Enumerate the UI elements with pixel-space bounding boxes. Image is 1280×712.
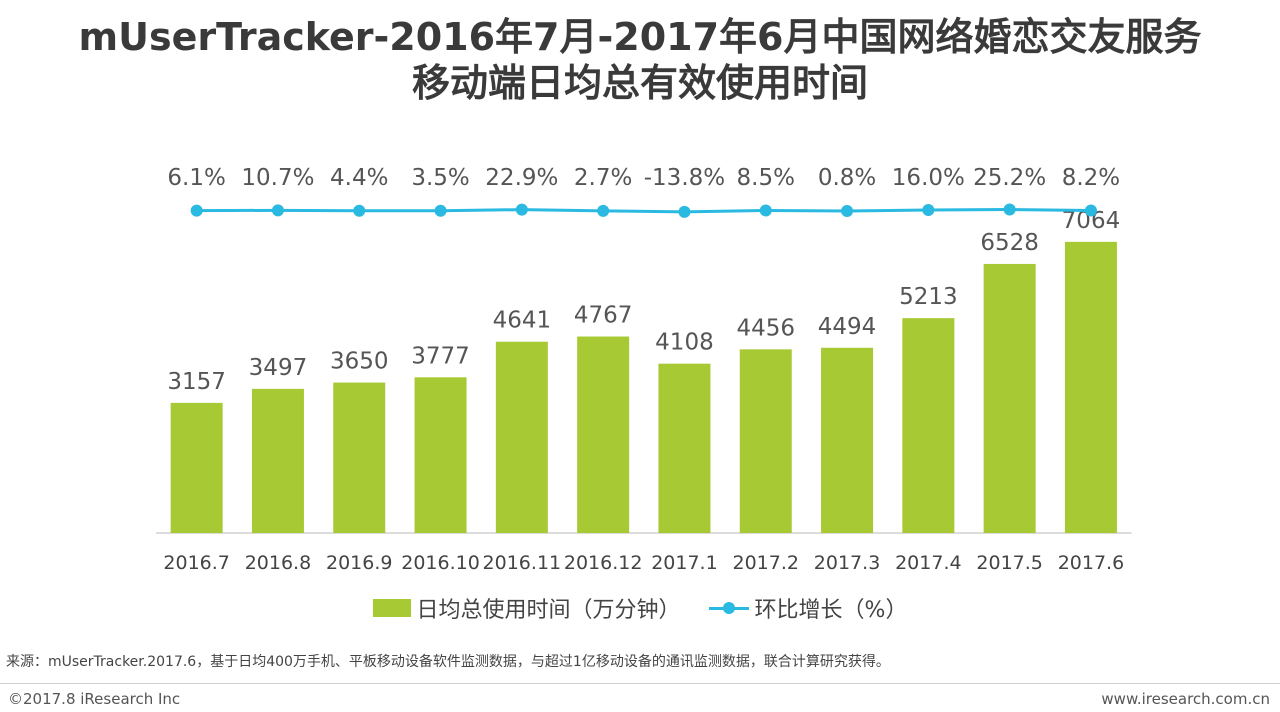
- growth-point-2017.3: [841, 204, 854, 217]
- legend: 日均总使用时间（万分钟） 环比增长（%）: [0, 592, 1280, 624]
- x-tick-label: 2016.7: [163, 552, 229, 574]
- growth-value-label: 22.9%: [485, 165, 558, 191]
- chart-title-line1: mUserTracker-2016年7月-2017年6月中国网络婚恋交友服务: [78, 15, 1202, 59]
- bar-value-label: 3497: [249, 355, 308, 381]
- source-note: 来源：mUserTracker.2017.6，基于日均400万手机、平板移动设备…: [6, 654, 890, 670]
- bar-2016.12: [577, 336, 630, 533]
- growth-value-label: 25.2%: [973, 165, 1046, 191]
- growth-point-2016.9: [353, 204, 366, 217]
- legend-bar-swatch: [372, 599, 411, 617]
- growth-point-2016.12: [597, 204, 610, 217]
- bar-2017.5: [983, 263, 1036, 533]
- bar-value-label: 4494: [818, 314, 877, 340]
- bar-2017.1: [658, 363, 711, 533]
- footer-divider: [0, 683, 1280, 684]
- bar-2016.9: [333, 382, 386, 533]
- growth-value-label: 8.5%: [737, 165, 795, 191]
- growth-value-label: 4.4%: [330, 165, 388, 191]
- legend-item-line: 环比增长（%）: [708, 592, 908, 624]
- bar-value-label: 3157: [167, 369, 226, 395]
- x-tick-label: 2017.6: [1058, 552, 1124, 574]
- growth-value-label: -13.8%: [644, 165, 725, 191]
- x-tick-label: 2016.12: [564, 552, 643, 574]
- chart-area: 3157 2016.7 6.1% 3497 2016.8 10.7% 3650 2016.9 4…: [156, 165, 1132, 574]
- bar-2016.7: [170, 402, 223, 533]
- legend-line-swatch: [708, 599, 749, 617]
- growth-point-2017.5: [1003, 203, 1016, 216]
- growth-point-2017.2: [759, 204, 772, 217]
- growth-value-label: 0.8%: [818, 165, 876, 191]
- x-tick-label: 2017.3: [814, 552, 880, 574]
- bar-value-label: 4641: [493, 308, 552, 334]
- growth-value-label: 3.5%: [411, 165, 469, 191]
- growth-value-label: 8.2%: [1062, 165, 1120, 191]
- x-tick-label: 2017.5: [976, 552, 1042, 574]
- bar-2016.10: [414, 377, 467, 533]
- bar-value-label: 5213: [899, 284, 958, 310]
- website-link[interactable]: www.iresearch.com.cn: [1101, 690, 1270, 708]
- growth-value-label: 10.7%: [241, 165, 314, 191]
- growth-point-2017.4: [922, 204, 935, 217]
- bar-value-label: 6528: [980, 230, 1039, 256]
- growth-point-2017.1: [678, 205, 691, 218]
- growth-point-2016.7: [190, 204, 203, 217]
- chart-title-line2: 移动端日均总有效使用时间: [411, 61, 868, 105]
- bar-2016.11: [495, 341, 548, 533]
- bar-2016.8: [251, 388, 304, 533]
- bar-2017.6: [1064, 241, 1117, 534]
- growth-point-2017.6: [1084, 204, 1097, 217]
- bar-value-label: 4456: [736, 315, 795, 341]
- growth-series-line: [196, 207, 1091, 214]
- legend-line-label: 环比增长（%）: [754, 598, 908, 623]
- x-tick-label: 2017.1: [651, 552, 717, 574]
- bar-value-label: 4767: [574, 303, 633, 329]
- bar-value-label: 3777: [411, 343, 470, 369]
- bar-2017.3: [821, 347, 874, 533]
- growth-value-label: 16.0%: [892, 165, 965, 191]
- x-tick-label: 2017.4: [895, 552, 961, 574]
- growth-value-label: 6.1%: [167, 165, 225, 191]
- copyright: ©2017.8 iResearch Inc: [8, 690, 181, 708]
- legend-item-bar: 日均总使用时间（万分钟）: [372, 592, 681, 624]
- x-tick-label: 2016.9: [326, 552, 392, 574]
- bar-value-label: 4108: [655, 330, 714, 356]
- x-tick-label: 2017.2: [733, 552, 799, 574]
- legend-bar-label: 日均总使用时间（万分钟）: [416, 598, 681, 623]
- x-tick-label: 2016.8: [245, 552, 311, 574]
- x-tick-label: 2016.11: [483, 552, 562, 574]
- growth-value-label: 2.7%: [574, 165, 632, 191]
- bar-2017.4: [902, 318, 955, 533]
- growth-point-2016.10: [434, 204, 447, 217]
- growth-point-2016.8: [271, 204, 284, 217]
- x-tick-label: 2016.10: [401, 552, 480, 574]
- growth-point-2016.11: [515, 203, 528, 216]
- bar-value-label: 3650: [330, 349, 389, 375]
- bar-2017.2: [739, 349, 792, 533]
